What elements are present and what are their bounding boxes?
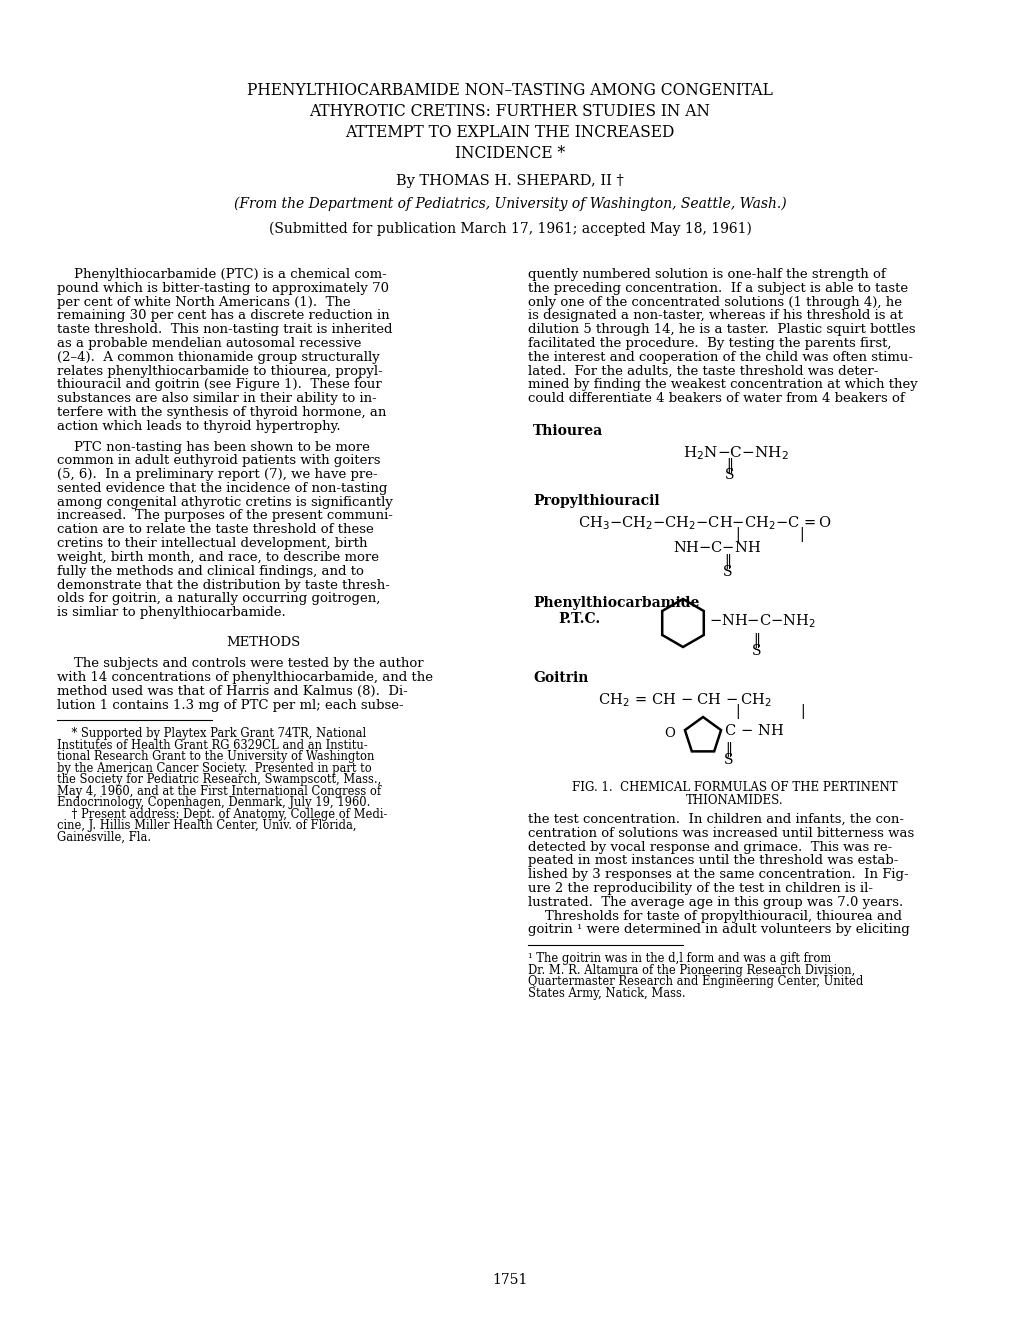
Text: tional Research Grant to the University of Washington: tional Research Grant to the University …	[57, 750, 374, 763]
Text: relates phenylthiocarbamide to thiourea, propyl-: relates phenylthiocarbamide to thiourea,…	[57, 364, 382, 378]
Text: NH$-$C$-$NH: NH$-$C$-$NH	[673, 540, 760, 554]
Text: (From the Department of Pediatrics, University of Washington, Seattle, Wash.): (From the Department of Pediatrics, Univ…	[233, 197, 786, 211]
Text: S: S	[722, 565, 732, 579]
Text: |: |	[800, 704, 805, 719]
Text: O: O	[663, 726, 675, 739]
Text: demonstrate that the distribution by taste thresh-: demonstrate that the distribution by tas…	[57, 578, 389, 591]
Text: olds for goitrin, a naturally occurring goitrogen,: olds for goitrin, a naturally occurring …	[57, 593, 380, 606]
Text: detected by vocal response and grimace.  This was re-: detected by vocal response and grimace. …	[528, 841, 892, 854]
Text: The subjects and controls were tested by the author: The subjects and controls were tested by…	[57, 657, 423, 671]
Text: lated.  For the adults, the taste threshold was deter-: lated. For the adults, the taste thresho…	[528, 364, 877, 378]
Text: CH$_2\,{=}\,$CH$\,-$CH$\,-$CH$_2$: CH$_2\,{=}\,$CH$\,-$CH$\,-$CH$_2$	[597, 690, 771, 709]
Text: peated in most instances until the threshold was estab-: peated in most instances until the thres…	[528, 854, 898, 867]
Text: † Present address: Dept. of Anatomy, College of Medi-: † Present address: Dept. of Anatomy, Col…	[57, 808, 387, 821]
Text: ‖: ‖	[725, 742, 732, 758]
Text: INCIDENCE *: INCIDENCE *	[454, 145, 565, 162]
Text: CH$_3$$-$CH$_2$$-$CH$_2$$-$CH$-$CH$_2$$-$C$\,{=}$O: CH$_3$$-$CH$_2$$-$CH$_2$$-$CH$-$CH$_2$$-…	[578, 513, 832, 532]
Text: ‖: ‖	[726, 458, 733, 473]
Text: could differentiate 4 beakers of water from 4 beakers of: could differentiate 4 beakers of water f…	[528, 392, 904, 405]
Text: Phenylthiocarbamide (PTC) is a chemical com-: Phenylthiocarbamide (PTC) is a chemical …	[57, 268, 386, 281]
Text: S: S	[723, 754, 733, 767]
Text: (2–4).  A common thionamide group structurally: (2–4). A common thionamide group structu…	[57, 351, 379, 364]
Text: (Submitted for publication March 17, 1961; accepted May 18, 1961): (Submitted for publication March 17, 196…	[268, 222, 751, 236]
Text: Thresholds for taste of propylthiouracil, thiourea and: Thresholds for taste of propylthiouracil…	[528, 909, 901, 923]
Text: C$\,-\,$NH: C$\,-\,$NH	[723, 722, 784, 738]
Text: Quartermaster Research and Engineering Center, United: Quartermaster Research and Engineering C…	[528, 975, 862, 989]
Text: the Society for Pediatric Research, Swampscott, Mass.,: the Society for Pediatric Research, Swam…	[57, 774, 381, 787]
Text: Thiourea: Thiourea	[533, 424, 602, 438]
Text: substances are also similar in their ability to in-: substances are also similar in their abi…	[57, 392, 376, 405]
Text: S: S	[725, 469, 734, 482]
Text: Propylthiouracil: Propylthiouracil	[533, 494, 659, 508]
Text: PTC non-tasting has been shown to be more: PTC non-tasting has been shown to be mor…	[57, 441, 370, 454]
Text: Gainesville, Fla.: Gainesville, Fla.	[57, 830, 151, 843]
Text: as a probable mendelian autosomal recessive: as a probable mendelian autosomal recess…	[57, 337, 361, 350]
Text: P.T.C.: P.T.C.	[557, 612, 599, 626]
Text: remaining 30 per cent has a discrete reduction in: remaining 30 per cent has a discrete red…	[57, 309, 389, 322]
Text: quently numbered solution is one-half the strength of: quently numbered solution is one-half th…	[528, 268, 884, 281]
Text: $-$NH$-$C$-$NH$_2$: $-$NH$-$C$-$NH$_2$	[708, 612, 815, 630]
Text: weight, birth month, and race, to describe more: weight, birth month, and race, to descri…	[57, 550, 379, 564]
Text: Institutes of Health Grant RG 6329CL and an Institu-: Institutes of Health Grant RG 6329CL and…	[57, 739, 367, 752]
Text: only one of the concentrated solutions (1 through 4), he: only one of the concentrated solutions (…	[528, 296, 901, 309]
Text: ¹ The goitrin was in the d,l form and was a gift from: ¹ The goitrin was in the d,l form and wa…	[528, 952, 830, 965]
Text: Phenylthiocarbamide: Phenylthiocarbamide	[533, 597, 699, 610]
Text: fully the methods and clinical findings, and to: fully the methods and clinical findings,…	[57, 565, 364, 578]
Text: * Supported by Playtex Park Grant 74TR, National: * Supported by Playtex Park Grant 74TR, …	[57, 727, 366, 741]
Text: sented evidence that the incidence of non-tasting: sented evidence that the incidence of no…	[57, 482, 387, 495]
Text: action which leads to thyroid hypertrophy.: action which leads to thyroid hypertroph…	[57, 420, 340, 433]
Text: THIONAMIDES.: THIONAMIDES.	[685, 795, 783, 807]
Text: centration of solutions was increased until bitterness was: centration of solutions was increased un…	[528, 826, 913, 840]
Text: thiouracil and goitrin (see Figure 1).  These four: thiouracil and goitrin (see Figure 1). T…	[57, 379, 381, 392]
Text: method used was that of Harris and Kalmus (8).  Di-: method used was that of Harris and Kalmu…	[57, 685, 408, 698]
Text: mined by finding the weakest concentration at which they: mined by finding the weakest concentrati…	[528, 379, 917, 392]
Text: States Army, Natick, Mass.: States Army, Natick, Mass.	[528, 987, 685, 999]
Text: S: S	[752, 644, 761, 657]
Text: terfere with the synthesis of thyroid hormone, an: terfere with the synthesis of thyroid ho…	[57, 407, 386, 418]
Text: goitrin ¹ were determined in adult volunteers by eliciting: goitrin ¹ were determined in adult volun…	[528, 924, 909, 936]
Text: dilution 5 through 14, he is a taster.  Plastic squirt bottles: dilution 5 through 14, he is a taster. P…	[528, 323, 915, 337]
Text: per cent of white North Americans (1).  The: per cent of white North Americans (1). T…	[57, 296, 351, 309]
Text: ATTEMPT TO EXPLAIN THE INCREASED: ATTEMPT TO EXPLAIN THE INCREASED	[345, 124, 674, 141]
Text: ATHYROTIC CRETINS: FURTHER STUDIES IN AN: ATHYROTIC CRETINS: FURTHER STUDIES IN AN	[309, 103, 710, 120]
Text: cine, J. Hillis Miller Health Center, Univ. of Florida,: cine, J. Hillis Miller Health Center, Un…	[57, 820, 357, 833]
Text: is simliar to phenylthiocarbamide.: is simliar to phenylthiocarbamide.	[57, 606, 285, 619]
Text: the test concentration.  In children and infants, the con-: the test concentration. In children and …	[528, 813, 903, 826]
Text: pound which is bitter-tasting to approximately 70: pound which is bitter-tasting to approxi…	[57, 281, 388, 294]
Text: lustrated.  The average age in this group was 7.0 years.: lustrated. The average age in this group…	[528, 896, 903, 908]
Text: ure 2 the reproducibility of the test in children is il-: ure 2 the reproducibility of the test in…	[528, 882, 872, 895]
Text: cretins to their intellectual development, birth: cretins to their intellectual developmen…	[57, 537, 367, 550]
Text: lished by 3 responses at the same concentration.  In Fig-: lished by 3 responses at the same concen…	[528, 869, 908, 882]
Text: (5, 6).  In a preliminary report (7), we have pre-: (5, 6). In a preliminary report (7), we …	[57, 469, 377, 480]
Text: ‖: ‖	[723, 554, 731, 569]
Text: lution 1 contains 1.3 mg of PTC per ml; each subse-: lution 1 contains 1.3 mg of PTC per ml; …	[57, 698, 404, 711]
Text: with 14 concentrations of phenylthiocarbamide, and the: with 14 concentrations of phenylthiocarb…	[57, 671, 433, 684]
Text: |: |	[735, 527, 740, 543]
Text: by the American Cancer Society.  Presented in part to: by the American Cancer Society. Presente…	[57, 762, 371, 775]
Text: ‖: ‖	[753, 634, 760, 648]
Text: cation are to relate the taste threshold of these: cation are to relate the taste threshold…	[57, 523, 373, 536]
Text: the interest and cooperation of the child was often stimu-: the interest and cooperation of the chil…	[528, 351, 912, 364]
Text: is designated a non-taster, whereas if his threshold is at: is designated a non-taster, whereas if h…	[528, 309, 902, 322]
Text: Goitrin: Goitrin	[533, 671, 588, 685]
Text: Dr. M. R. Altamura of the Pioneering Research Division,: Dr. M. R. Altamura of the Pioneering Res…	[528, 964, 854, 977]
Text: taste threshold.  This non-tasting trait is inherited: taste threshold. This non-tasting trait …	[57, 323, 392, 337]
Text: By THOMAS H. SHEPARD, II †: By THOMAS H. SHEPARD, II †	[395, 174, 624, 187]
Text: FIG. 1.  CHEMICAL FORMULAS OF THE PERTINENT: FIG. 1. CHEMICAL FORMULAS OF THE PERTINE…	[571, 781, 897, 795]
Text: PHENYLTHIOCARBAMIDE NON–TASTING AMONG CONGENITAL: PHENYLTHIOCARBAMIDE NON–TASTING AMONG CO…	[247, 82, 772, 99]
Text: |: |	[799, 527, 804, 543]
Text: H$_2$N$-$C$-$NH$_2$: H$_2$N$-$C$-$NH$_2$	[683, 444, 788, 462]
Text: facilitated the procedure.  By testing the parents first,: facilitated the procedure. By testing th…	[528, 337, 891, 350]
Text: 1751: 1751	[492, 1272, 527, 1287]
Text: the preceding concentration.  If a subject is able to taste: the preceding concentration. If a subjec…	[528, 281, 907, 294]
Text: common in adult euthyroid patients with goiters: common in adult euthyroid patients with …	[57, 454, 380, 467]
Text: Endocrinology, Copenhagen, Denmark, July 19, 1960.: Endocrinology, Copenhagen, Denmark, July…	[57, 796, 370, 809]
Text: increased.  The purposes of the present communi-: increased. The purposes of the present c…	[57, 510, 392, 523]
Text: METHODS: METHODS	[226, 636, 301, 649]
Text: among congenital athyrotic cretins is significantly: among congenital athyrotic cretins is si…	[57, 496, 392, 508]
Text: |: |	[735, 704, 740, 719]
Text: May 4, 1960, and at the First International Congress of: May 4, 1960, and at the First Internatio…	[57, 785, 381, 797]
